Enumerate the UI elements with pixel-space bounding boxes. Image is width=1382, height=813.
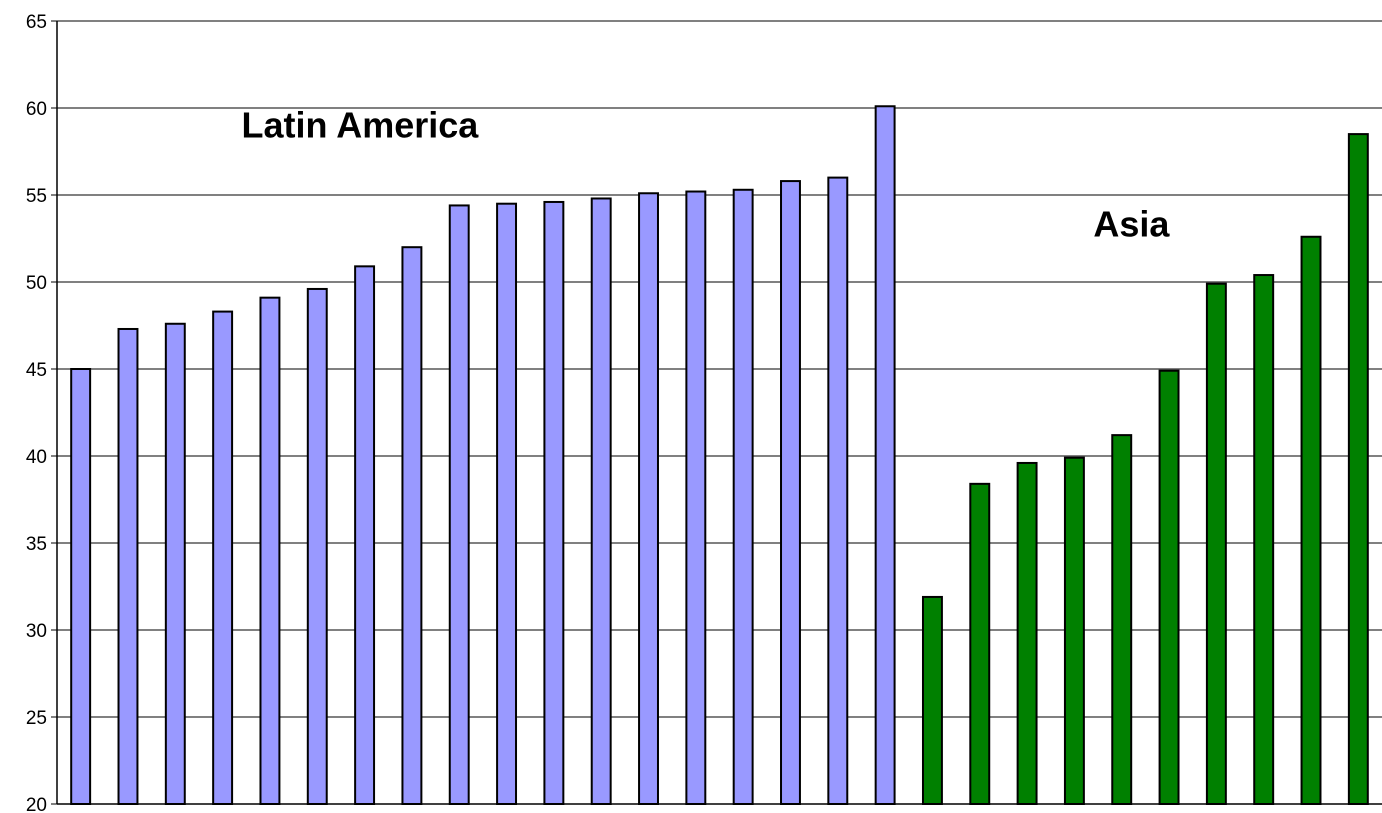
bar-series1-18 <box>876 106 895 804</box>
bar-series2-4 <box>1065 458 1084 804</box>
annotation-1: Latin America <box>242 104 480 145</box>
bar-series2-1 <box>923 597 942 804</box>
bar-series1-16 <box>781 181 800 804</box>
y-tick-label-40: 40 <box>26 447 47 468</box>
bar-series2-5 <box>1112 435 1131 804</box>
bar-series1-3 <box>166 324 185 804</box>
bar-series1-7 <box>355 266 374 804</box>
y-tick-label-55: 55 <box>26 186 47 207</box>
bar-series1-11 <box>544 202 563 804</box>
bar-series1-17 <box>828 178 847 804</box>
bar-series1-6 <box>308 289 327 804</box>
bar-series1-5 <box>260 298 279 804</box>
bar-series2-8 <box>1254 275 1273 804</box>
bar-series1-13 <box>639 193 658 804</box>
y-tick-label-65: 65 <box>26 12 47 33</box>
y-tick-label-25: 25 <box>26 708 47 729</box>
bar-series2-6 <box>1160 371 1179 804</box>
bar-series1-9 <box>450 205 469 804</box>
bar-series2-9 <box>1302 237 1321 804</box>
y-tick-label-60: 60 <box>26 99 47 120</box>
bar-series1-14 <box>686 192 705 804</box>
y-tick-label-50: 50 <box>26 273 47 294</box>
y-tick-label-45: 45 <box>26 360 47 381</box>
bar-series1-1 <box>71 369 90 804</box>
y-tick-label-35: 35 <box>26 534 47 555</box>
bar-series1-4 <box>213 312 232 804</box>
bar-series2-7 <box>1207 284 1226 804</box>
bars <box>71 106 1368 804</box>
bar-series2-10 <box>1349 134 1368 804</box>
bar-series1-12 <box>592 198 611 804</box>
bar-series1-2 <box>119 329 138 804</box>
y-tick-label-20: 20 <box>26 795 47 813</box>
annotation-2: Asia <box>1093 204 1170 245</box>
bar-series1-8 <box>402 247 421 804</box>
bar-series2-2 <box>970 484 989 804</box>
y-tick-label-30: 30 <box>26 621 47 642</box>
bar-series1-10 <box>497 204 516 804</box>
bar-series1-15 <box>734 190 753 804</box>
bar-series2-3 <box>1018 463 1037 804</box>
